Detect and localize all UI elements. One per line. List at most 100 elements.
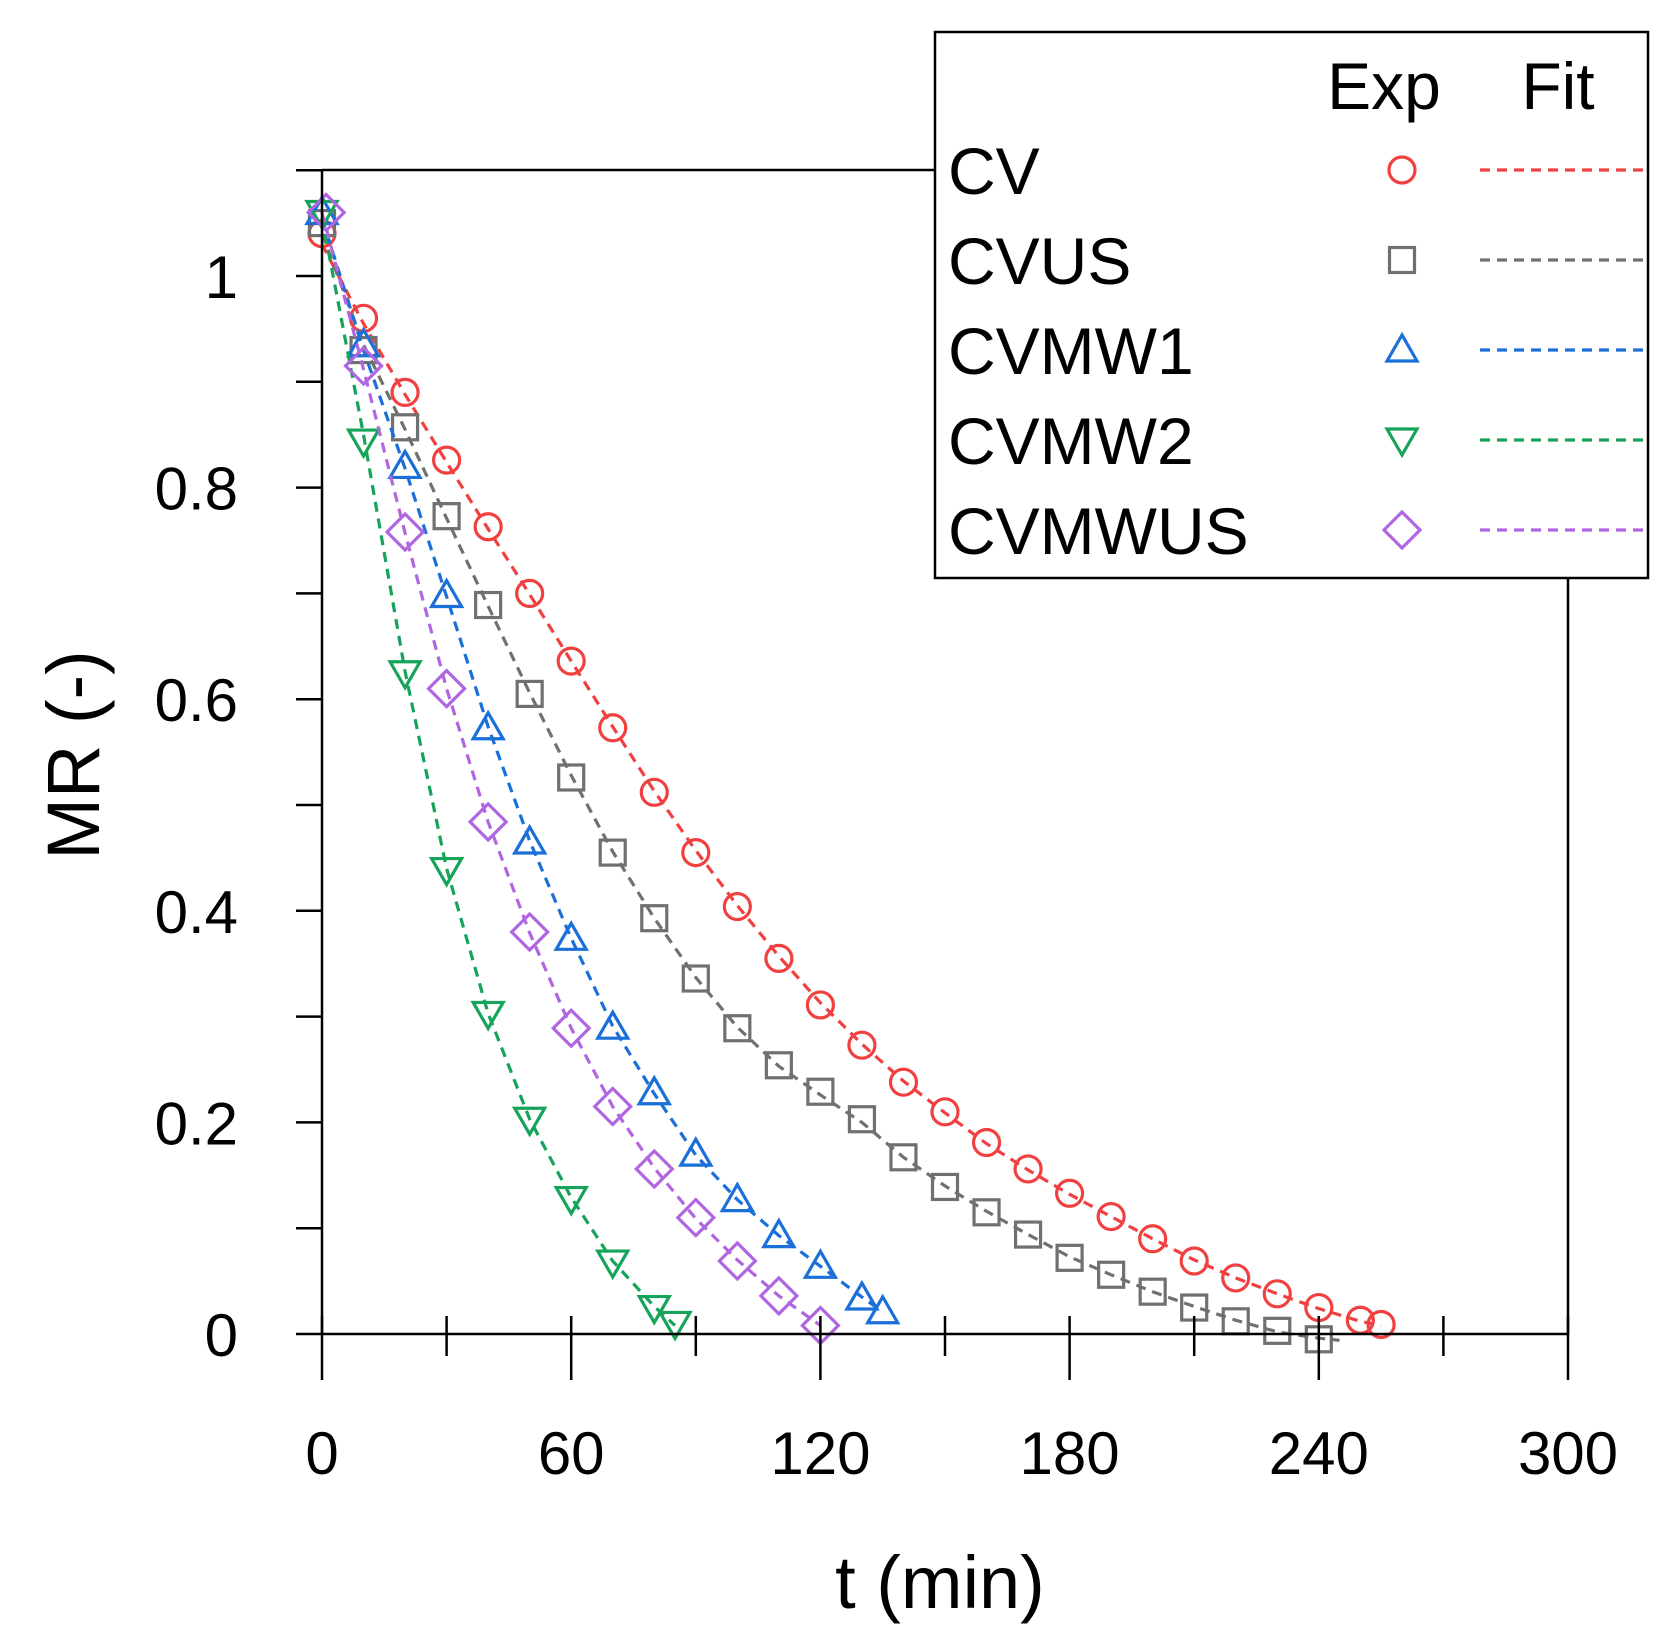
data-point [511, 823, 548, 855]
data-point [719, 1181, 756, 1213]
legend-entry-cvmw1: CVMW1 [948, 314, 1648, 388]
data-point [657, 1310, 693, 1342]
data-point [888, 1067, 919, 1097]
data-point [428, 577, 465, 609]
data-point [640, 904, 669, 933]
data-point [432, 445, 462, 475]
fit-line [320, 212, 822, 1327]
data-point [594, 1008, 631, 1040]
data-point [1263, 1316, 1292, 1345]
data-point [390, 377, 420, 407]
data-point [345, 428, 382, 460]
data-point [553, 920, 589, 951]
data-point [1054, 1178, 1085, 1208]
data-point [515, 578, 545, 609]
data-point [847, 1105, 877, 1134]
legend-marker [1384, 427, 1420, 459]
legend-box [933, 30, 1650, 580]
data-point [806, 1077, 835, 1106]
data-point [556, 646, 586, 676]
data-point [509, 911, 550, 953]
data-point [764, 943, 794, 974]
fit-line [320, 243, 1382, 1328]
legend-label: CVMWUS [948, 494, 1249, 568]
legend-entry-cvmw2: CVMW2 [948, 404, 1648, 478]
data-point [390, 413, 420, 442]
data-point [1221, 1263, 1251, 1293]
series-cvmw2 [304, 199, 693, 1342]
data-point [345, 326, 382, 358]
x-tick-label: 180 [1020, 1420, 1120, 1487]
data-point [432, 502, 461, 531]
data-point [384, 511, 426, 553]
legend-marker [1384, 331, 1420, 363]
fit-line [320, 217, 884, 1314]
data-point [1013, 1220, 1043, 1249]
legend-marker [1387, 245, 1417, 275]
data-point [889, 1143, 918, 1172]
data-point [930, 1097, 960, 1127]
fit-line [320, 217, 677, 1327]
legend-label: CVMW2 [948, 404, 1194, 478]
data-point [864, 1293, 901, 1325]
data-point [844, 1279, 880, 1311]
legend-label: CVUS [948, 224, 1131, 298]
data-point [553, 1185, 589, 1217]
y-tick-label: 0 [205, 1302, 238, 1369]
data-point [426, 668, 467, 709]
data-point [675, 1197, 717, 1238]
data-point [305, 192, 347, 233]
y-tick-label: 0.4 [155, 879, 238, 946]
data-point [1179, 1246, 1209, 1276]
data-point [1138, 1277, 1167, 1306]
data-point [1262, 1279, 1292, 1309]
data-point [557, 763, 586, 792]
data-point [470, 709, 506, 741]
data-point [387, 448, 423, 480]
data-point [681, 964, 710, 993]
data-point [634, 1148, 675, 1190]
legend-entry-cv: CV [948, 134, 1648, 208]
legend-marker [1381, 509, 1423, 551]
data-point [758, 1275, 800, 1317]
data-point [636, 1074, 673, 1106]
x-tick-label: 60 [538, 1420, 605, 1487]
data-point [428, 856, 465, 888]
data-point [764, 1051, 793, 1080]
data-point [594, 1249, 631, 1281]
data-point [598, 713, 628, 743]
data-point [1055, 1243, 1084, 1272]
y-tick-label: 0.2 [155, 1090, 238, 1157]
data-point [470, 1000, 506, 1032]
data-point [717, 1240, 758, 1282]
data-point [802, 1248, 839, 1279]
data-point [1138, 1224, 1168, 1254]
x-tick-label: 240 [1269, 1420, 1369, 1487]
x-tick-label: 300 [1518, 1420, 1618, 1487]
data-point [1097, 1260, 1126, 1289]
data-point [511, 1106, 548, 1138]
data-point [1366, 1309, 1396, 1340]
y-axis-label: MR (-) [32, 650, 115, 860]
data-point [598, 838, 627, 867]
data-point [343, 345, 384, 387]
data-point [930, 1172, 960, 1202]
data-point [592, 1086, 633, 1127]
data-point [722, 891, 752, 922]
data-point [474, 590, 503, 620]
data-point [1013, 1154, 1043, 1184]
data-point [805, 990, 836, 1020]
legend-header-exp: Exp [1327, 49, 1441, 123]
y-tick-label: 0.8 [155, 456, 238, 523]
data-point [723, 1014, 752, 1043]
data-point [639, 777, 669, 807]
y-tick-label: 0.6 [155, 667, 238, 734]
legend-entry-cvus: CVUS [948, 224, 1648, 298]
legend-marker [1387, 155, 1417, 185]
x-axis-label: t (min) [835, 1541, 1045, 1624]
data-point [550, 1007, 592, 1049]
legend: Exp Fit CV CVUS CVMW1 CVMW2 CVMWUS [933, 30, 1650, 580]
x-tick-label: 120 [770, 1420, 870, 1487]
